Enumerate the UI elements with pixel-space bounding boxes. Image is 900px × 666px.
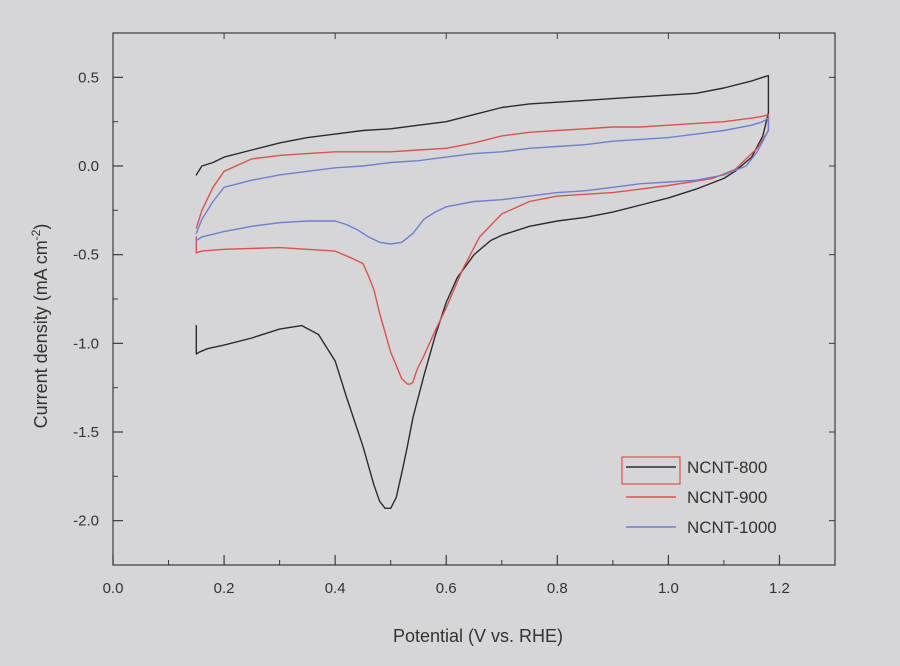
x-tick-label: 0.2 [214, 580, 235, 597]
y-tick-label: -2.0 [73, 513, 99, 530]
y-tick-label: -1.0 [73, 335, 99, 352]
x-tick-label: 0.6 [436, 580, 457, 597]
legend: NCNT-800 NCNT-900 NCNT-1000 [621, 456, 777, 537]
series-line-ncnt-1000 [195, 117, 770, 245]
y-axis-title: Current density (mA cm-2) [29, 224, 51, 429]
y-axis-title-main: Current density (mA cm [31, 240, 51, 428]
x-axis-ticks: 0.0 0.2 0.4 0.6 0.8 1.0 1.2 [103, 33, 790, 597]
legend-label: NCNT-800 [687, 458, 767, 477]
x-tick-label: 1.0 [658, 580, 679, 597]
x-tick-label: 0.0 [103, 580, 124, 597]
legend-highlight-box [621, 456, 681, 485]
y-axis-ticks: 0.5 0.0 -0.5 -1.0 -1.5 -2.0 [73, 69, 835, 530]
series-line-ncnt-800 [195, 74, 770, 509]
series-layer [195, 74, 770, 509]
x-axis-title: Potential (V vs. RHE) [393, 626, 563, 646]
legend-label: NCNT-900 [687, 488, 767, 507]
y-axis-title-superscript: -2 [29, 229, 43, 240]
y-tick-label: 0.5 [78, 69, 99, 86]
y-tick-label: -0.5 [73, 247, 99, 264]
y-tick-label: 0.0 [78, 158, 99, 175]
x-tick-label: 1.2 [769, 580, 790, 597]
x-tick-label: 0.8 [547, 580, 568, 597]
y-tick-label: -1.5 [73, 424, 99, 441]
x-tick-label: 0.4 [325, 580, 346, 597]
y-axis-title-end: ) [31, 224, 51, 230]
legend-label: NCNT-1000 [687, 518, 777, 537]
series-line-ncnt-900 [195, 113, 770, 385]
